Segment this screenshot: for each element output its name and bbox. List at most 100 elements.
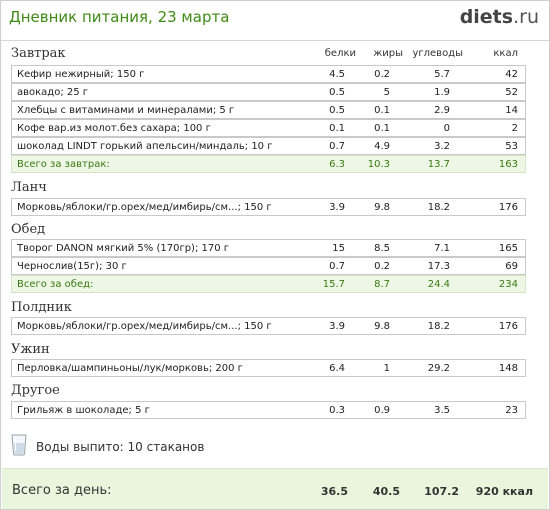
table-row[interactable]: Морковь/яблоки/гр.орех/мед/имбирь/см...;… [11, 198, 526, 216]
food-name: Кефир нежирный; 150 г [17, 69, 145, 80]
protein-value: 3.9 [329, 321, 345, 332]
food-name: Морковь/яблоки/гр.орех/мед/имбирь/см...;… [17, 321, 272, 332]
carbs-total: 13.7 [427, 159, 450, 170]
carbs-value: 2.9 [434, 105, 450, 116]
kcal-value: 148 [498, 363, 518, 374]
protein-value: 0.5 [329, 105, 345, 116]
carbs-value: 18.2 [427, 202, 450, 213]
food-name: Чернослив(15г); 30 г [17, 261, 127, 272]
breakfast-total-row: Всего за завтрак: 6.3 10.3 13.7 163 [11, 155, 526, 173]
day-total-bar: Всего за день: 36.5 40.5 107.2 920 ккал [2, 468, 548, 509]
column-header-carbs: углеводы [412, 48, 463, 59]
fat-value: 5 [383, 87, 390, 98]
fat-value: 0.1 [374, 105, 390, 116]
carbs-value: 18.2 [427, 321, 450, 332]
protein-value: 0.5 [329, 87, 345, 98]
carbs-value: 0 [443, 123, 450, 134]
header-divider [1, 40, 549, 41]
carbs-value: 17.3 [427, 261, 450, 272]
kcal-total: 163 [498, 159, 518, 170]
fat-total: 8.7 [374, 279, 390, 290]
table-row[interactable]: шоколад LINDT горький апельсин/миндаль; … [11, 137, 526, 155]
kcal-value: 2 [511, 123, 518, 134]
kcal-total: 234 [498, 279, 518, 290]
section-title-snack: Полдник [11, 300, 72, 315]
table-row[interactable]: Кефир нежирный; 150 г 4.5 0.2 5.7 42 [11, 65, 526, 83]
section-title-supper: Ужин [11, 342, 50, 357]
table-row[interactable]: Морковь/яблоки/гр.орех/мед/имбирь/см...;… [11, 317, 526, 335]
carbs-value: 3.2 [434, 141, 450, 152]
protein-value: 0.3 [329, 405, 345, 416]
kcal-value: 176 [498, 321, 518, 332]
page-title: Дневник питания, 23 марта [9, 8, 230, 26]
carbs-value: 3.5 [434, 405, 450, 416]
food-name: авокадо; 25 г [17, 87, 89, 98]
food-name: Творог DANON мягкий 5% (170гр); 170 г [17, 243, 230, 254]
dinner-total-row: Всего за обед: 15.7 8.7 24.4 234 [11, 275, 526, 293]
water-text: Воды выпито: 10 стаканов [36, 440, 205, 454]
protein-value: 0.7 [329, 261, 345, 272]
food-name: Грильяж в шоколаде; 5 г [17, 405, 150, 416]
header: Дневник питания, 23 марта diets.ru [1, 1, 549, 39]
table-row[interactable]: Чернослив(15г); 30 г 0.7 0.2 17.3 69 [11, 257, 526, 275]
kcal-value: 53 [505, 141, 518, 152]
table-row[interactable]: Хлебцы с витаминами и минералами; 5 г 0.… [11, 101, 526, 119]
fat-value: 0.2 [374, 261, 390, 272]
fat-value: 9.8 [374, 321, 390, 332]
day-kcal-total: 920 ккал [475, 485, 533, 498]
protein-value: 15 [332, 243, 345, 254]
food-name: Морковь/яблоки/гр.орех/мед/имбирь/см...;… [17, 202, 272, 213]
section-title-dinner: Обед [11, 222, 46, 237]
day-fat-total: 40.5 [372, 485, 400, 498]
section-title-other: Другое [11, 383, 60, 398]
carbs-value: 29.2 [427, 363, 450, 374]
fat-value: 8.5 [374, 243, 390, 254]
kcal-value: 14 [505, 105, 518, 116]
table-row[interactable]: Грильяж в шоколаде; 5 г 0.3 0.9 3.5 23 [11, 401, 526, 419]
carbs-value: 5.7 [434, 69, 450, 80]
logo-main: diets [459, 6, 514, 28]
logo[interactable]: diets.ru [460, 6, 539, 28]
section-title-lunch: Ланч [11, 180, 47, 195]
kcal-value: 42 [505, 69, 518, 80]
food-name: Хлебцы с витаминами и минералами; 5 г [17, 105, 235, 116]
protein-total: 6.3 [329, 159, 345, 170]
protein-value: 3.9 [329, 202, 345, 213]
table-row[interactable]: Творог DANON мягкий 5% (170гр); 170 г 15… [11, 239, 526, 257]
column-header-fat: жиры [373, 48, 403, 59]
food-name: Перловка/шампиньоны/лук/морковь; 200 г [17, 363, 243, 374]
table-row[interactable]: авокадо; 25 г 0.5 5 1.9 52 [11, 83, 526, 101]
fat-value: 0.2 [374, 69, 390, 80]
protein-value: 0.7 [329, 141, 345, 152]
food-name: Кофе вар.из молот.без сахара; 100 г [17, 123, 211, 134]
kcal-value: 165 [498, 243, 518, 254]
table-row[interactable]: Перловка/шампиньоны/лук/морковь; 200 г 6… [11, 359, 526, 377]
day-carbs-total: 107.2 [424, 485, 459, 498]
carbs-value: 7.1 [434, 243, 450, 254]
fat-value: 4.9 [374, 141, 390, 152]
kcal-value: 69 [505, 261, 518, 272]
day-protein-total: 36.5 [320, 485, 348, 498]
food-name: шоколад LINDT горький апельсин/миндаль; … [17, 141, 273, 152]
fat-value: 0.1 [374, 123, 390, 134]
total-label: Всего за завтрак: [17, 159, 110, 170]
kcal-value: 23 [505, 405, 518, 416]
fat-total: 10.3 [367, 159, 390, 170]
table-row[interactable]: Кофе вар.из молот.без сахара; 100 г 0.1 … [11, 119, 526, 137]
protein-value: 6.4 [329, 363, 345, 374]
protein-value: 0.1 [329, 123, 345, 134]
logo-tld: .ru [513, 6, 539, 28]
total-label: Всего за обед: [17, 279, 94, 290]
carbs-total: 24.4 [427, 279, 450, 290]
column-header-kcal: ккал [493, 48, 518, 59]
kcal-value: 176 [498, 202, 518, 213]
section-title-breakfast: Завтрак [11, 46, 66, 61]
carbs-value: 1.9 [434, 87, 450, 98]
day-total-label: Всего за день: [12, 483, 112, 498]
protein-total: 15.7 [322, 279, 345, 290]
column-header-protein: белки [324, 48, 356, 59]
glass-icon [11, 434, 27, 456]
fat-value: 9.8 [374, 202, 390, 213]
fat-value: 1 [383, 363, 390, 374]
